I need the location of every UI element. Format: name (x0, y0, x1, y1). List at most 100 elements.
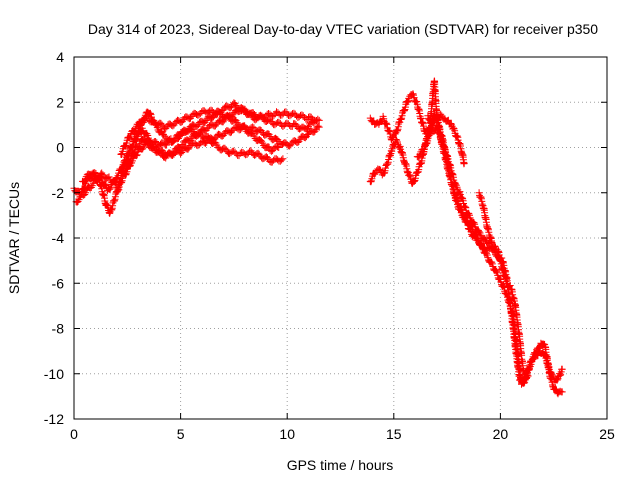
data-point (488, 239, 496, 246)
data-point (178, 118, 186, 126)
data-point (156, 147, 164, 155)
data-point (228, 112, 236, 120)
data-point (274, 136, 282, 144)
series-track-e (121, 105, 319, 179)
data-point (258, 112, 266, 120)
data-point (193, 122, 201, 130)
data-point (139, 145, 147, 153)
data-point (160, 130, 167, 138)
data-point (163, 141, 171, 149)
x-tick-label: 20 (493, 426, 509, 442)
x-axis-label: GPS time / hours (287, 457, 394, 473)
data-point (552, 385, 560, 393)
data-point (133, 151, 141, 159)
data-point (453, 132, 461, 140)
data-point (201, 118, 209, 126)
data-point (126, 162, 134, 170)
data-point (103, 201, 111, 209)
series-track-h (424, 110, 468, 168)
data-point (264, 143, 272, 151)
series-track-j (475, 189, 496, 246)
x-tick-label: 15 (386, 426, 402, 442)
y-tick-label: 0 (56, 140, 64, 156)
y-tick-label: -6 (52, 275, 65, 291)
x-tick-label: 0 (70, 426, 78, 442)
data-point (150, 116, 158, 124)
data-point (81, 191, 89, 198)
data-point (96, 172, 104, 180)
data-point (188, 126, 196, 134)
data-point (175, 134, 182, 142)
y-tick-label: -10 (44, 366, 64, 382)
data-point (241, 105, 249, 113)
data-point (143, 130, 151, 138)
data-point (270, 112, 278, 120)
data-point (506, 282, 514, 289)
x-tick-label: 25 (599, 426, 615, 442)
data-point (106, 185, 114, 193)
data-point (483, 249, 490, 257)
data-point (524, 372, 532, 380)
data-point (143, 112, 150, 120)
data-point (555, 370, 563, 378)
data-point (250, 124, 258, 132)
series-track-c (79, 124, 287, 195)
data-point (460, 159, 468, 167)
data-point (274, 143, 281, 151)
data-point (132, 152, 140, 160)
chart-title: Day 314 of 2023, Sidereal Day-to-day VTE… (88, 21, 598, 37)
data-point (195, 131, 203, 139)
data-point (371, 170, 379, 178)
data-point (470, 219, 478, 227)
data-point (113, 174, 121, 181)
data-point (311, 116, 319, 124)
data-point (492, 266, 499, 274)
y-tick-label: -2 (52, 185, 65, 201)
data-point (219, 132, 227, 139)
data-point (437, 110, 445, 118)
data-point (184, 145, 192, 153)
data-point (488, 258, 496, 266)
data-point (249, 109, 257, 117)
data-point (150, 143, 158, 151)
y-tick-label: 2 (56, 94, 64, 110)
data-point (491, 242, 499, 250)
data-point (396, 144, 403, 152)
y-tick-label: 4 (56, 49, 64, 65)
data-point (315, 123, 323, 131)
data-point (558, 365, 566, 373)
x-tick-label: 5 (177, 426, 185, 442)
data-point (219, 118, 227, 126)
data-point (275, 144, 283, 151)
data-point (465, 210, 473, 218)
data-point (279, 155, 287, 163)
data-point (228, 128, 235, 136)
data-point (314, 122, 322, 130)
data-point (195, 141, 203, 149)
data-layer (70, 77, 566, 398)
data-point (133, 136, 140, 144)
data-point (530, 355, 538, 363)
data-point (481, 235, 489, 243)
data-point (187, 114, 194, 122)
data-point (149, 143, 157, 150)
data-point (139, 118, 147, 126)
data-point (553, 376, 561, 384)
data-point (278, 156, 286, 164)
y-tick-label: -4 (52, 230, 65, 246)
axis-layer: 0 5 10 15 20 25 -12 -10 -8 -6 -4 -2 0 2 4 (44, 49, 615, 442)
data-point (520, 379, 528, 387)
data-point (157, 119, 165, 127)
data-point (376, 165, 384, 173)
data-point (475, 228, 483, 236)
data-point (105, 173, 113, 181)
data-point (129, 142, 137, 150)
data-point (382, 119, 390, 127)
y-axis-label: SDTVAR / TECUs (6, 182, 22, 294)
data-point (558, 388, 566, 396)
data-point (479, 245, 487, 253)
data-point (122, 171, 130, 179)
data-point (249, 123, 257, 131)
data-point (211, 122, 219, 130)
